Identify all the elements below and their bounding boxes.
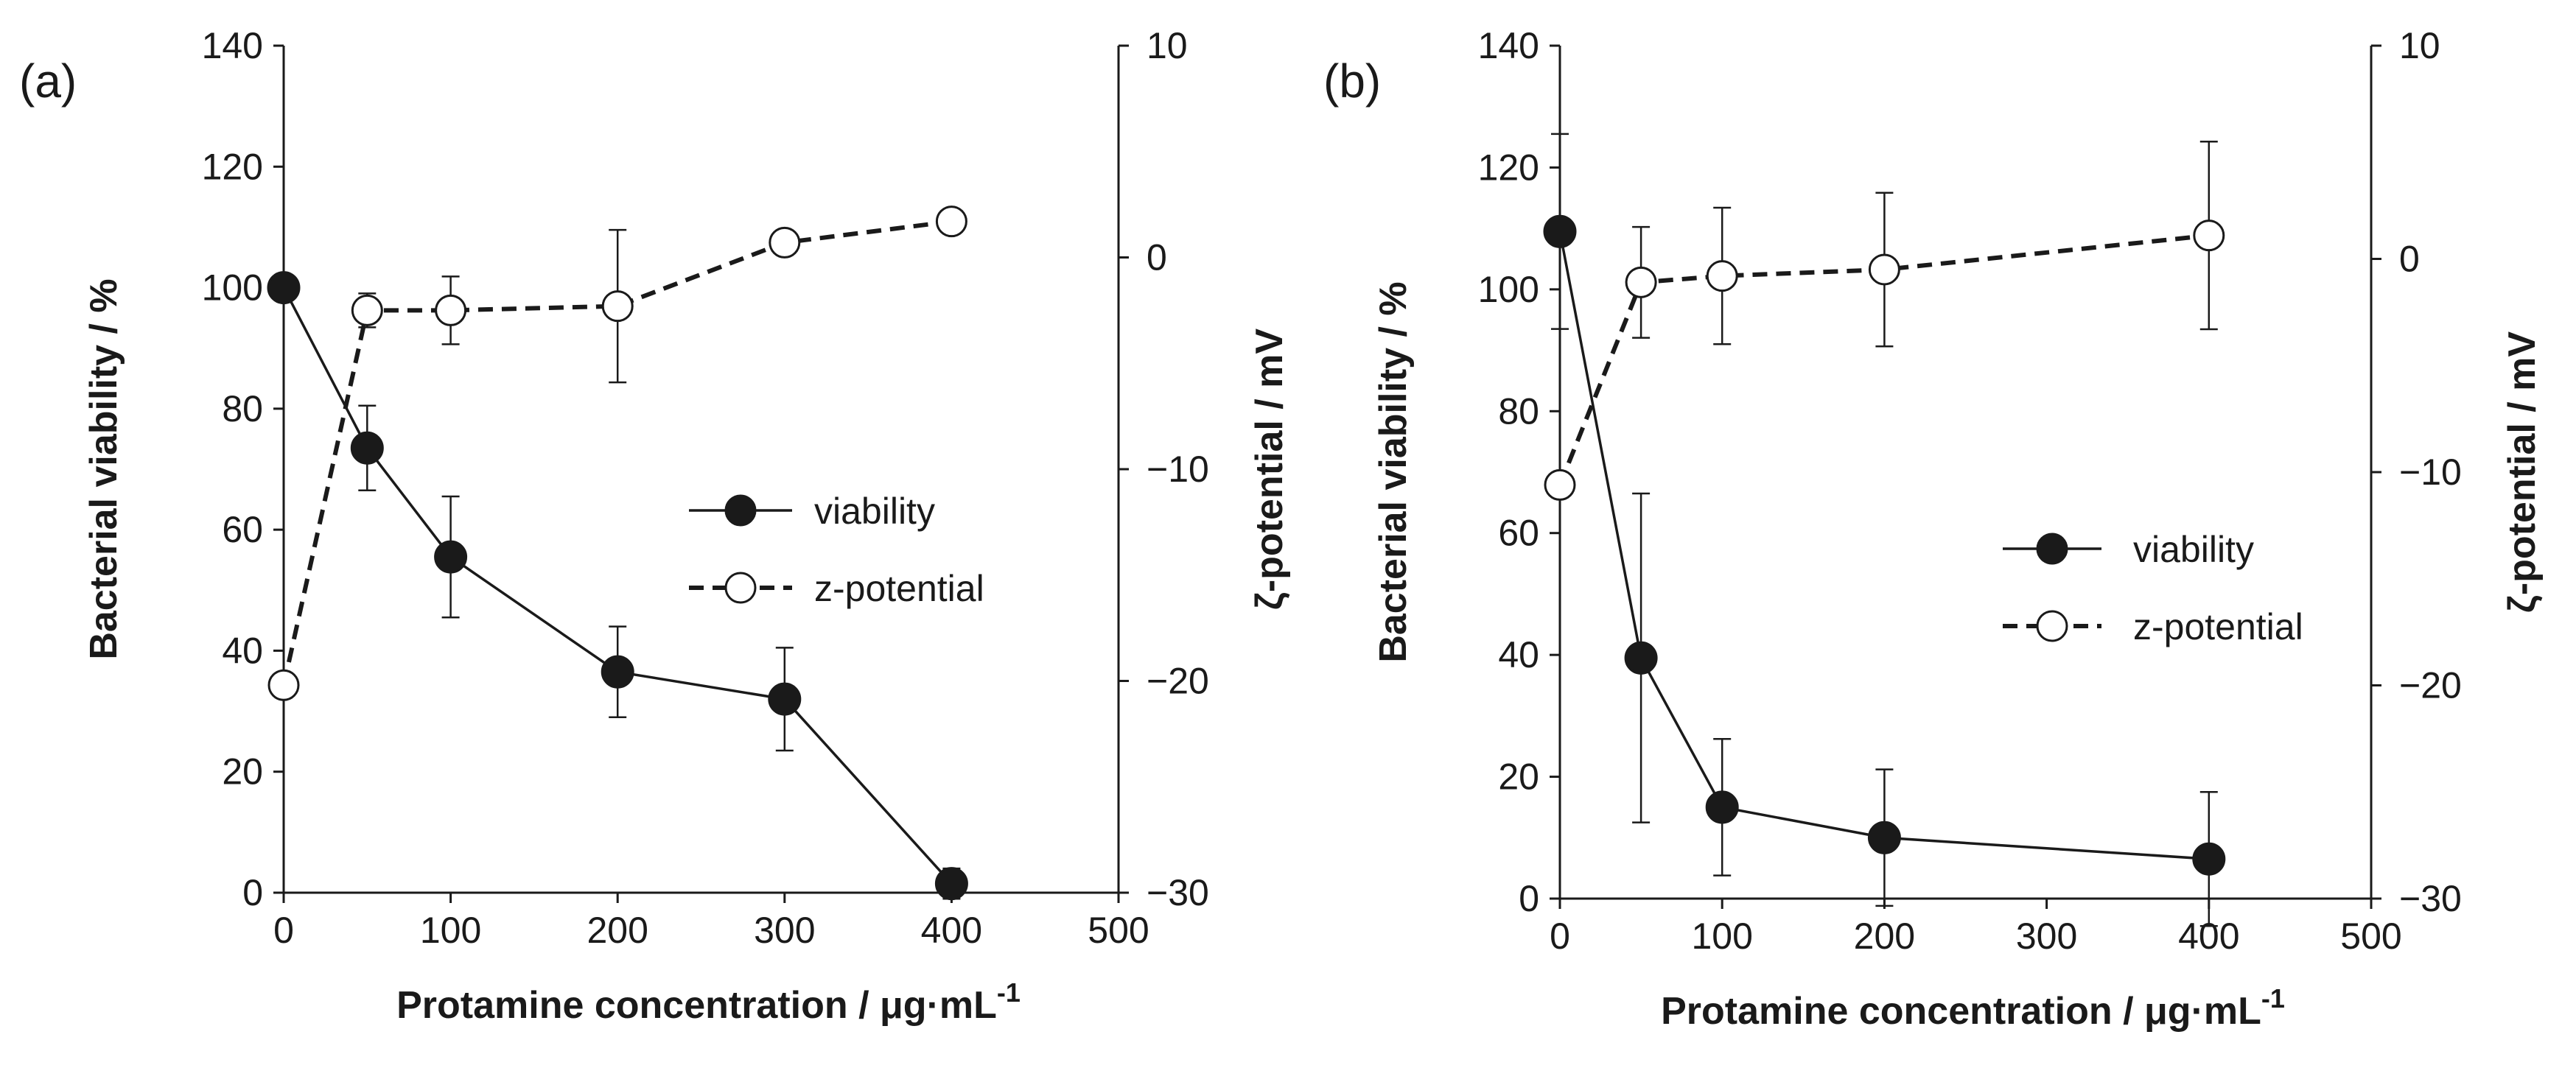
data-point-viability [267,271,301,305]
x-tick-label: 400 [921,910,982,951]
data-point-viability [601,655,634,689]
legend-marker-viability [724,494,757,527]
y-left-tick-label: 0 [1519,878,1539,919]
legend: viability z-potential [2003,529,2303,647]
panel-label: (a) [19,55,77,108]
x-axis-title-superscript: -1 [2261,983,2285,1013]
data-point-viability [1867,821,1901,854]
y-right-tick-label: −10 [1147,449,1209,490]
series-line-viability [282,287,953,885]
x-axis-title-superscript: -1 [997,977,1021,1008]
panel-label: (b) [1323,55,1381,108]
y-left-tick-label: 0 [242,872,263,913]
legend-label-z-potential: z-potential [814,568,984,609]
x-axis-title-main: Protamine concentration / μg·mL [396,984,997,1027]
x-tick-label: 0 [273,910,294,951]
data-point-viability [768,682,802,716]
y-right-tick-label: 0 [1147,237,1167,278]
data-point-z-potential [267,669,300,701]
y-right-tick-label: −10 [2399,452,2462,493]
x-tick-label: 0 [1550,916,1570,957]
x-tick-label: 300 [754,910,815,951]
legend-label-z-potential: z-potential [2133,606,2303,647]
y-right-tick-label: −30 [2399,878,2462,919]
y-right-tick-label: −30 [1147,872,1209,913]
y-left-tick-label: 40 [222,630,263,671]
y-left-tick-label: 100 [1478,269,1539,310]
data-point-z-potential [1868,253,1900,286]
data-point-z-potential [351,294,383,326]
y-left-tick-label: 80 [1498,390,1539,432]
legend-label-viability: viability [814,491,935,532]
data-point-viability [434,540,468,574]
y-left-tick-label: 100 [202,267,263,309]
y-left-tick-label: 20 [1498,756,1539,798]
data-point-z-potential [601,290,634,323]
data-point-z-potential [1625,266,1657,298]
y-left-tick-label: 120 [1478,147,1539,188]
x-axis-title: Protamine concentration / μg·mL-1 [396,977,1021,1027]
data-point-viability [1624,641,1658,675]
data-point-viability [1705,790,1739,824]
x-tick-label: 200 [1854,916,1915,957]
data-point-z-potential [2193,219,2225,252]
y-axis-right-title: ζ-potential / mV [2501,331,2544,613]
legend-marker-viability [2036,533,2068,565]
data-point-viability [350,431,384,465]
x-tick-label: 500 [1088,910,1149,951]
y-right-tick-label: 10 [1147,25,1188,66]
y-left-tick-label: 40 [1498,634,1539,675]
chart-panel-b: (b)0 100 200 300 400 500020406080100120140−30… [1323,25,2544,1033]
data-point-z-potential [435,294,467,326]
y-right-tick-label: −20 [1147,661,1209,702]
legend-marker-z-potential [2036,610,2068,642]
x-tick-label: 100 [420,910,481,951]
y-axis-left-title: Bacterial viability / % [1372,281,1415,662]
data-point-z-potential [935,205,967,238]
y-right-tick-label: 0 [2399,239,2420,280]
series-line-z-potential [281,219,952,686]
y-left-tick-label: 60 [1498,513,1539,554]
x-tick-label: 500 [2340,916,2401,957]
y-left-tick-label: 140 [1478,25,1539,66]
x-tick-label: 100 [1691,916,1752,957]
y-left-tick-label: 140 [202,25,263,66]
data-point-z-potential [1544,468,1576,501]
y-left-tick-label: 120 [202,146,263,187]
legend: viability z-potential [689,491,984,609]
y-left-tick-label: 20 [222,751,263,793]
x-tick-label: 200 [587,910,648,951]
legend-marker-z-potential [724,572,757,604]
y-axis-left-title: Bacterial viability / % [83,278,125,659]
chart-panel-a: (a)0 100 200 300 400 500020406080100120140−30… [19,25,1291,1027]
y-axis-right-title: ζ-potential / mV [1248,329,1291,610]
data-point-viability [934,867,968,901]
data-point-z-potential [1706,260,1738,292]
data-point-viability [1543,214,1577,248]
y-left-tick-label: 80 [222,388,263,429]
y-right-tick-label: 10 [2399,25,2440,66]
y-right-tick-label: −20 [2399,665,2462,706]
x-axis-title: Protamine concentration / μg·mL-1 [1661,983,2285,1033]
data-point-viability [2192,842,2226,876]
x-tick-label: 300 [2016,916,2077,957]
legend-label-viability: viability [2133,529,2254,570]
series-line-z-potential [1558,233,2210,486]
x-axis-title-main: Protamine concentration / μg·mL [1661,990,2261,1033]
data-point-z-potential [769,226,801,259]
y-left-tick-label: 60 [222,509,263,550]
